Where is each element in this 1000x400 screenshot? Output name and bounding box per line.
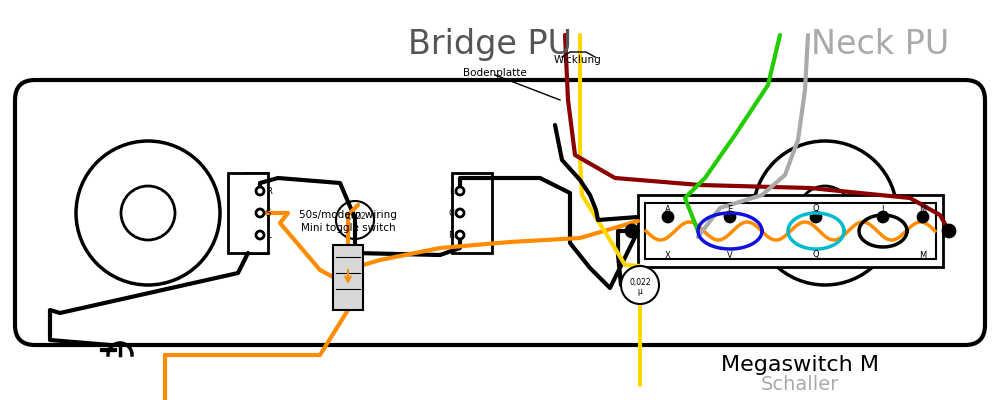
Text: Megaswitch M: Megaswitch M [721, 355, 879, 375]
Text: 50s/modern wiring: 50s/modern wiring [299, 210, 397, 220]
Circle shape [256, 231, 264, 239]
Circle shape [76, 141, 220, 285]
Circle shape [626, 225, 638, 237]
FancyBboxPatch shape [15, 80, 985, 345]
Bar [452, 173, 492, 253]
Circle shape [918, 212, 928, 222]
Text: µ: µ [353, 222, 357, 232]
Bar [645, 203, 936, 259]
Text: X: X [665, 250, 671, 260]
Circle shape [456, 231, 464, 239]
Bar [228, 173, 268, 253]
Circle shape [456, 187, 464, 195]
Circle shape [725, 212, 735, 222]
Text: Mini toggle switch: Mini toggle switch [301, 223, 395, 233]
Bar [638, 195, 943, 267]
Text: Schaller: Schaller [761, 375, 839, 394]
Text: L: L [881, 204, 885, 214]
Circle shape [256, 209, 264, 217]
Text: L: L [449, 186, 454, 196]
Text: Bodenplatte: Bodenplatte [463, 68, 527, 78]
Text: L: L [266, 230, 271, 240]
Bar [245, 173, 267, 253]
Text: Q: Q [813, 250, 819, 260]
Circle shape [336, 201, 374, 239]
Text: µ: µ [638, 288, 642, 296]
Text: E: E [727, 204, 733, 214]
Circle shape [256, 187, 264, 195]
Text: M: M [919, 204, 927, 214]
Text: Bridge PU: Bridge PU [408, 28, 572, 61]
Text: M: M [919, 250, 927, 260]
Circle shape [811, 212, 821, 222]
Circle shape [753, 141, 897, 285]
Text: R: R [448, 230, 454, 240]
Circle shape [456, 209, 464, 217]
Text: V: V [727, 250, 733, 260]
Text: R: R [266, 186, 272, 196]
Text: Q: Q [813, 204, 819, 214]
Circle shape [121, 186, 175, 240]
Circle shape [943, 225, 955, 237]
Text: S: S [266, 208, 271, 218]
Text: A: A [665, 204, 671, 214]
Text: Neck PU: Neck PU [811, 28, 949, 61]
Text: Wicklung: Wicklung [554, 55, 602, 65]
Text: 0,022: 0,022 [629, 278, 651, 286]
Text: C: C [448, 208, 454, 218]
Bar [333, 245, 363, 310]
Circle shape [878, 212, 888, 222]
Circle shape [798, 186, 852, 240]
Circle shape [621, 266, 659, 304]
Circle shape [663, 212, 673, 222]
Text: 0,022: 0,022 [344, 212, 366, 222]
